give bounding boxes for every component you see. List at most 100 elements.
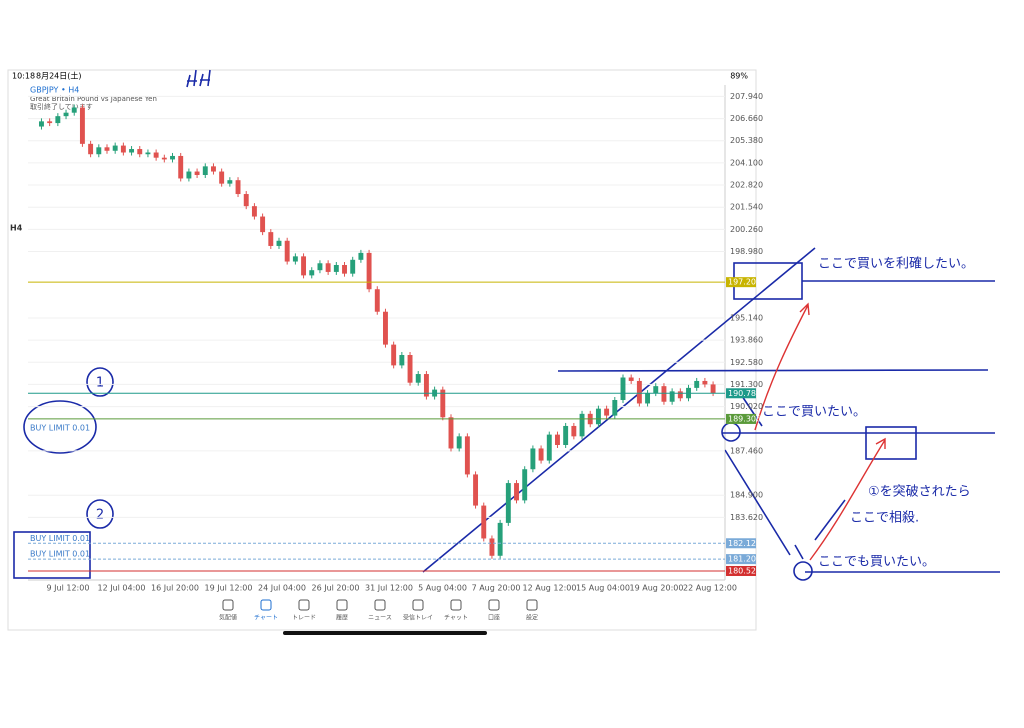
note-circle-2: 2 [96, 508, 104, 523]
candle-body [292, 256, 298, 262]
y-tick-label: 193.860 [730, 336, 763, 345]
candle-body [579, 413, 585, 437]
candle-body [79, 107, 85, 144]
tab-label[interactable]: 口座 [488, 614, 500, 622]
status-time: 10:18 [12, 72, 35, 81]
candle-body [88, 143, 94, 155]
tab-icon[interactable] [526, 599, 538, 611]
x-tick-label: 12 Jul 04:00 [98, 584, 146, 593]
candle-body [243, 194, 249, 207]
candle-body [235, 180, 241, 195]
tab-label[interactable]: 履歴 [336, 615, 348, 622]
y-tick-label: 205.380 [730, 136, 763, 145]
red-arrows [754, 302, 886, 561]
candle-body [260, 216, 266, 233]
price-tag-label: 181.207 [728, 555, 761, 564]
x-tick-label: 24 Jul 04:00 [258, 584, 306, 593]
price-tag [726, 388, 756, 399]
candle-body [456, 436, 462, 449]
candle-body [227, 180, 233, 184]
candle-body [284, 240, 290, 262]
candle-body [563, 425, 569, 445]
x-tick-label: 31 Jul 12:00 [365, 584, 413, 593]
y-tick-label: 191.300 [730, 380, 763, 389]
note-hedge: ここで相殺. [850, 511, 919, 526]
tab-label[interactable]: チャット [444, 615, 468, 622]
tab-icon[interactable] [336, 599, 348, 611]
note-circle-1: 1 [96, 376, 104, 391]
candle-body [219, 171, 225, 184]
candle-body [653, 386, 659, 394]
order-label[interactable]: BUY LIMIT 0.01 [30, 550, 90, 559]
candle-body [251, 206, 257, 217]
candle-body [571, 425, 577, 437]
y-tick-label: 195.140 [730, 313, 763, 322]
y-tick-label: 201.540 [730, 203, 763, 212]
x-tick-label: 7 Aug 20:00 [472, 584, 521, 593]
tab-icon[interactable] [374, 599, 386, 611]
tab-label[interactable]: 気配値 [219, 614, 237, 622]
tab-icon[interactable] [488, 599, 500, 611]
symbol-description: Great Britain Pound vs Japanese Yen [30, 95, 157, 103]
tab-label[interactable]: ニュース [368, 615, 392, 622]
candle-body [104, 147, 110, 151]
candle-body [694, 380, 700, 388]
tab-label[interactable]: 受信トレイ [403, 614, 433, 622]
timeframe[interactable]: H4 [10, 224, 23, 233]
price-tag-label: 180.521 [728, 566, 761, 575]
status-date: 8月24日(土) [36, 71, 82, 81]
candle-body [612, 400, 618, 416]
x-tick-label: 26 Jul 20:00 [312, 584, 360, 593]
order-label[interactable]: BUY LIMIT 0.01 [30, 424, 90, 433]
candle-body [202, 166, 208, 175]
candle-body [325, 263, 331, 272]
candle-body [383, 311, 388, 345]
tab-icon[interactable] [222, 599, 234, 611]
tab-icon[interactable] [298, 599, 310, 611]
symbol: GBPJPY • H4 [30, 86, 79, 95]
note-if-broken: ①を突破されたら [868, 484, 971, 500]
candle-body [71, 107, 77, 113]
price-tag [726, 565, 756, 576]
candle-body [317, 263, 323, 271]
candle-body [120, 145, 126, 153]
y-tick-label: 184.900 [730, 491, 763, 500]
tab-icon[interactable] [260, 599, 272, 611]
order-label[interactable]: BUY LIMIT 0.01 [30, 534, 90, 543]
y-tick-label: 187.460 [730, 446, 763, 455]
candle-body [555, 434, 560, 445]
candle-body [710, 384, 716, 394]
candle-body [620, 377, 626, 400]
candle-body [399, 355, 405, 366]
battery: 89% [730, 72, 748, 81]
candle-body [333, 265, 339, 272]
handwriting [13, 69, 1000, 581]
tab-icon[interactable] [450, 599, 462, 611]
candle-body [145, 152, 151, 155]
price-tag-label: 190.789 [728, 389, 761, 398]
tab-label[interactable]: 設定 [526, 614, 538, 622]
tab-icon[interactable] [412, 599, 424, 611]
y-tick-label: 204.100 [730, 158, 763, 167]
price-tag-label: 189.306 [728, 414, 761, 423]
candle-body [374, 289, 380, 312]
candle-body [464, 436, 470, 475]
tab-label[interactable]: トレード [292, 615, 316, 622]
tab-label[interactable]: チャート [254, 615, 278, 622]
candle-body [636, 380, 642, 404]
candle-body [538, 448, 544, 461]
candle-body [211, 166, 216, 172]
candle-body [473, 474, 479, 506]
candle-body [55, 116, 61, 124]
x-tick-label: 12 Aug 12:00 [523, 584, 577, 593]
candle-body [407, 355, 413, 383]
candle-body [186, 171, 192, 179]
price-tag-label: 182.123 [728, 539, 761, 548]
y-tick-label: 200.260 [730, 225, 763, 234]
candle-body [112, 145, 118, 151]
candle-body [595, 408, 601, 425]
candle-body [604, 408, 610, 416]
candle-body [366, 252, 372, 290]
candle-body [350, 259, 356, 274]
candle-body [440, 389, 446, 418]
